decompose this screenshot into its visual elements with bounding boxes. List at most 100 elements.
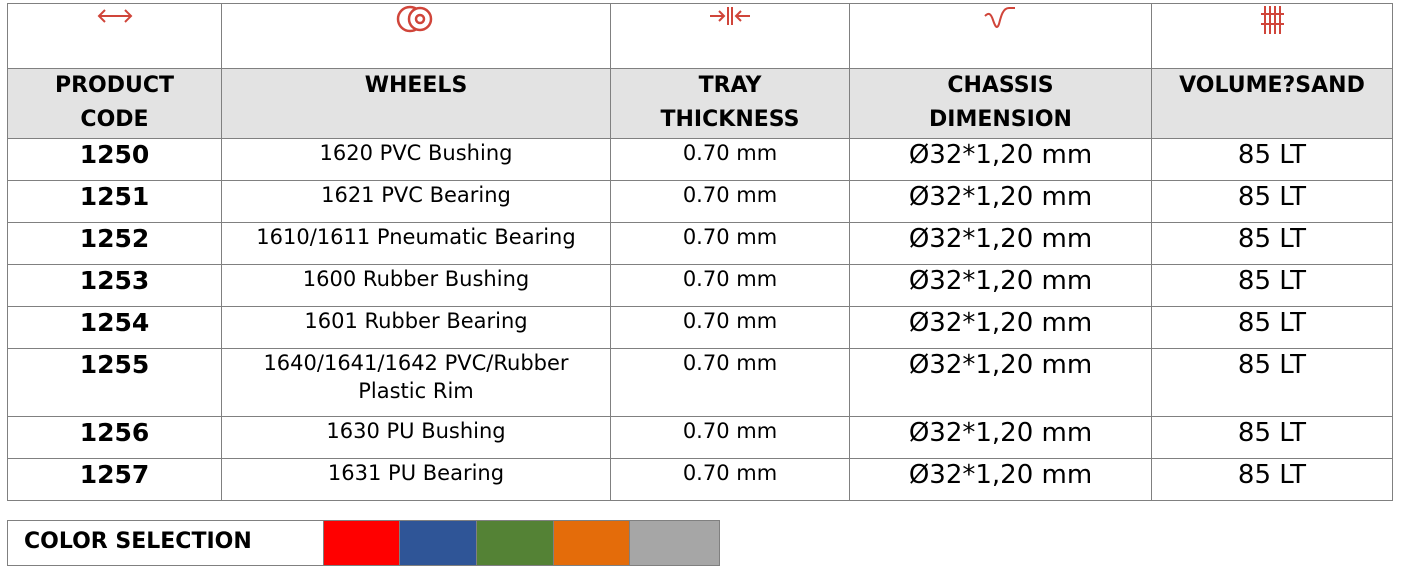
table-cell: 1252 [7, 222, 222, 265]
color-swatch [323, 520, 400, 566]
table-cell: Ø32*1,20 mm [849, 306, 1152, 349]
data-row: 1255 1640/1641/1642 PVC/Rubber Plastic Ri… [7, 348, 1393, 417]
data-row: 1254 1601 Rubber Bearing 0.70 mm Ø32*1,20 m… [7, 306, 1393, 349]
cell-text: 0.70 mm [682, 183, 778, 207]
color-swatch [629, 520, 720, 566]
cell-text: Ø32*1,20 mm [908, 224, 1093, 254]
header-text: PRODUCT CODE [54, 73, 175, 132]
cell-text: 1621 PVC Bearing [321, 183, 511, 207]
table-cell: 85 LT [1151, 138, 1393, 181]
table-cell: 1600 Rubber Bushing [221, 264, 611, 307]
table-cell: 85 LT [1151, 348, 1393, 417]
data-row: 1257 1631 PU Bearing 0.70 mm Ø32*1,20 mm 85 … [7, 458, 1393, 501]
cell-text: 85 LT [1237, 460, 1307, 490]
cell-text: 0.70 mm [682, 351, 778, 375]
volume-icon [1261, 6, 1284, 34]
cell-text: 85 LT [1237, 418, 1307, 448]
table-cell: Ø32*1,20 mm [849, 348, 1152, 417]
table-cell: 0.70 mm [610, 348, 850, 417]
cell-text: 1254 [79, 308, 150, 337]
cell-text: Ø32*1,20 mm [908, 308, 1093, 338]
header-cell: TRAY THICKNESS [610, 68, 850, 139]
cell-text: 85 LT [1237, 182, 1307, 212]
header-text: CHASSIS DIMENSION [929, 73, 1072, 132]
table-cell: 1250 [7, 138, 222, 181]
header-text: WHEELS [364, 73, 468, 98]
icon-cell [7, 3, 222, 69]
table-cell: 0.70 mm [610, 458, 850, 501]
color-swatch [553, 520, 630, 566]
cell-text: 1251 [79, 182, 150, 211]
color-swatch [399, 520, 477, 566]
table-cell: 85 LT [1151, 222, 1393, 265]
table-cell: 0.70 mm [610, 264, 850, 307]
cell-text: 1250 [79, 140, 150, 169]
cell-text: 1640/1641/1642 PVC/Rubber Plastic Rim [263, 351, 569, 403]
icon-cell [610, 3, 850, 69]
wheel-icon [396, 5, 433, 33]
table-cell: 85 LT [1151, 180, 1393, 223]
cell-text: 1257 [79, 460, 150, 489]
icon-cell [849, 3, 1152, 69]
table-cell: 0.70 mm [610, 416, 850, 459]
header-cell: WHEELS [221, 68, 611, 139]
table-cell: 0.70 mm [610, 222, 850, 265]
data-row: 1250 1620 PVC Bushing 0.70 mm Ø32*1,20 mm 85… [7, 138, 1393, 181]
cell-text: 1600 Rubber Bushing [302, 267, 530, 291]
cell-text: 1255 [79, 350, 150, 379]
thickness-icon [710, 7, 750, 25]
table-cell: 85 LT [1151, 264, 1393, 307]
table-cell: Ø32*1,20 mm [849, 180, 1152, 223]
arrow-icon [97, 9, 132, 23]
table-body: PRODUCT CODE WHEELS TRAY THICKNESS CHASSIS … [7, 3, 1393, 501]
cell-text: 1253 [79, 266, 150, 295]
table-cell: 1254 [7, 306, 222, 349]
table-cell: Ø32*1,20 mm [849, 458, 1152, 501]
header-cell: VOLUME?SAND [1151, 68, 1393, 139]
table-cell: 1640/1641/1642 PVC/Rubber Plastic Rim [221, 348, 611, 417]
cell-text: 1630 PU Bushing [326, 419, 506, 443]
cell-text: 1620 PVC Bushing [319, 141, 513, 165]
table-cell: 1601 Rubber Bearing [221, 306, 611, 349]
color-swatch [476, 520, 554, 566]
cell-text: 85 LT [1237, 308, 1307, 338]
cell-text: Ø32*1,20 mm [908, 266, 1093, 296]
data-row: 1256 1630 PU Bushing 0.70 mm Ø32*1,20 mm 85 … [7, 416, 1393, 459]
data-row: 1253 1600 Rubber Bushing 0.70 mm Ø32*1,20 m… [7, 264, 1393, 307]
table-cell: 0.70 mm [610, 306, 850, 349]
cell-text: 0.70 mm [682, 225, 778, 249]
cell-text: Ø32*1,20 mm [908, 350, 1093, 380]
cell-text: 85 LT [1237, 266, 1307, 296]
cell-text: 1631 PU Bearing [327, 461, 505, 485]
cell-text: Ø32*1,20 mm [908, 182, 1093, 212]
table-cell: Ø32*1,20 mm [849, 416, 1152, 459]
icon-cell [221, 3, 611, 69]
cell-text: 0.70 mm [682, 309, 778, 333]
header-text: TRAY THICKNESS [660, 73, 800, 132]
table-cell: 85 LT [1151, 306, 1393, 349]
cell-text: 85 LT [1237, 350, 1307, 380]
table-cell: 1621 PVC Bearing [221, 180, 611, 223]
cell-text: Ø32*1,20 mm [908, 140, 1093, 170]
header-text: VOLUME?SAND [1179, 73, 1365, 98]
cell-text: 85 LT [1237, 140, 1307, 170]
table-cell: 1610/1611 Pneumatic Bearing [221, 222, 611, 265]
table-cell: Ø32*1,20 mm [849, 222, 1152, 265]
cell-text: 0.70 mm [682, 141, 778, 165]
table-cell: 85 LT [1151, 458, 1393, 501]
chassis-icon [983, 7, 1015, 28]
header-cell: PRODUCT CODE [7, 68, 222, 139]
table-cell: 1630 PU Bushing [221, 416, 611, 459]
data-row: 1251 1621 PVC Bearing 0.70 mm Ø32*1,20 mm 85… [7, 180, 1393, 223]
icon-cell [1151, 3, 1393, 69]
table-cell: 1620 PVC Bushing [221, 138, 611, 181]
table-cell: 1251 [7, 180, 222, 223]
cell-text: Ø32*1,20 mm [908, 460, 1093, 490]
icon-row [7, 3, 1393, 69]
table-cell: 1631 PU Bearing [221, 458, 611, 501]
table-cell: 1256 [7, 416, 222, 459]
table-cell: 1255 [7, 348, 222, 417]
table-cell: 0.70 mm [610, 138, 850, 181]
table-cell: 85 LT [1151, 416, 1393, 459]
